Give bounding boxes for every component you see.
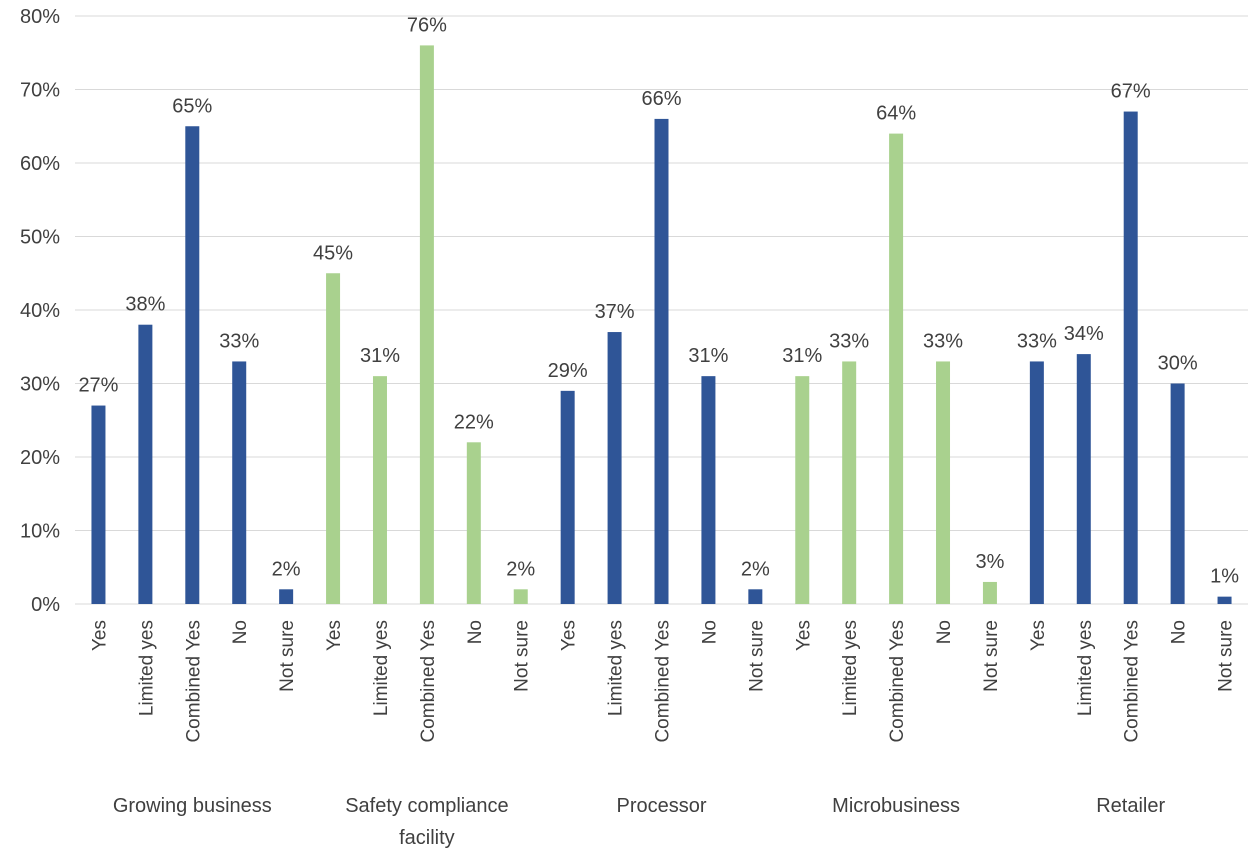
x-category-label: Yes <box>1028 620 1049 651</box>
bar <box>889 133 904 604</box>
y-tick-label: 80% <box>20 6 60 28</box>
x-group-label: Growing business <box>113 795 272 817</box>
bar <box>748 589 763 604</box>
data-label: 22% <box>454 411 494 433</box>
x-group-label: Retailer <box>1096 795 1165 817</box>
data-label: 33% <box>219 330 259 352</box>
x-category-label: Limited yes <box>136 620 157 716</box>
y-tick-label: 70% <box>20 80 60 102</box>
data-label: 65% <box>172 95 212 117</box>
data-label: 30% <box>1158 353 1198 375</box>
data-label: 38% <box>125 294 165 316</box>
bar <box>560 390 575 604</box>
x-category-label: Combined Yes <box>183 620 204 743</box>
bar <box>372 376 387 604</box>
x-category-label: Not sure <box>1216 620 1237 692</box>
bar <box>1170 383 1185 604</box>
data-label: 31% <box>688 345 728 367</box>
x-category-label: Limited yes <box>606 620 627 716</box>
x-category-label: No <box>1169 620 1190 644</box>
bar <box>1217 596 1232 604</box>
x-category-label: No <box>465 620 486 644</box>
data-label: 27% <box>78 375 118 397</box>
bar <box>279 589 294 604</box>
y-tick-label: 30% <box>20 374 60 396</box>
data-label: 45% <box>313 242 353 264</box>
bar <box>982 581 997 604</box>
x-group-label: Processor <box>616 795 706 817</box>
bar <box>1123 111 1138 605</box>
data-label: 1% <box>1210 566 1239 588</box>
bar <box>138 324 153 604</box>
data-label: 3% <box>975 551 1004 573</box>
bar <box>842 361 857 604</box>
bar <box>326 273 341 604</box>
x-category-label: No <box>230 620 251 644</box>
bar <box>419 45 434 604</box>
y-tick-label: 50% <box>20 227 60 249</box>
data-label: 33% <box>829 330 869 352</box>
bar <box>607 332 622 604</box>
y-tick-label: 40% <box>20 300 60 322</box>
data-label: 76% <box>407 14 447 36</box>
x-category-label: Limited yes <box>840 620 861 716</box>
y-tick-label: 10% <box>20 521 60 543</box>
x-category-label: Yes <box>793 620 814 651</box>
x-category-label: Limited yes <box>1075 620 1096 716</box>
bar <box>91 405 106 604</box>
data-label: 31% <box>782 345 822 367</box>
bar <box>185 126 200 604</box>
data-label: 2% <box>741 558 770 580</box>
x-category-label: Yes <box>324 620 345 651</box>
x-category-label: Not sure <box>746 620 767 692</box>
x-category-label: Yes <box>559 620 580 651</box>
x-category-label: Combined Yes <box>418 620 439 743</box>
bar <box>232 361 247 604</box>
x-category-label: Yes <box>89 620 110 651</box>
data-label: 66% <box>641 88 681 110</box>
bar <box>654 118 669 605</box>
x-category-label: No <box>934 620 955 644</box>
data-label: 2% <box>506 558 535 580</box>
data-label: 64% <box>876 103 916 125</box>
x-group-label: Microbusiness <box>832 795 960 817</box>
data-label: 33% <box>923 330 963 352</box>
x-category-label: Limited yes <box>371 620 392 716</box>
y-axis: 0% 10% 20% 30% 40% 50% 60% 70% 80% <box>20 6 60 616</box>
data-label: 37% <box>595 301 635 323</box>
bars <box>91 45 1232 605</box>
x-group-label: Safety compliance facility <box>345 795 508 849</box>
bar <box>1029 361 1044 604</box>
data-label: 33% <box>1017 330 1057 352</box>
x-category-label: Combined Yes <box>1122 620 1143 743</box>
y-tick-label: 20% <box>20 447 60 469</box>
y-tick-label: 60% <box>20 153 60 175</box>
x-category-label: No <box>699 620 720 644</box>
x-category-label: Combined Yes <box>653 620 674 743</box>
y-tick-label: 0% <box>31 594 60 616</box>
bar <box>513 589 528 604</box>
data-label: 34% <box>1064 323 1104 345</box>
bar <box>466 442 481 604</box>
bar <box>701 376 716 604</box>
x-category-label: Not sure <box>981 620 1002 692</box>
x-category-label: Combined Yes <box>887 620 908 743</box>
bar <box>936 361 951 604</box>
data-label: 2% <box>272 558 301 580</box>
x-category-label: Not sure <box>277 620 298 692</box>
x-category-label: Not sure <box>512 620 533 692</box>
data-label: 29% <box>548 360 588 382</box>
bar <box>1076 354 1091 604</box>
x-axis-group-labels: Growing business Safety compliance facilit… <box>113 795 1166 849</box>
bar <box>795 376 810 604</box>
data-labels: 27% 38% 65% 33% 2% 45% 31% 76% 22% 2% 29% 37% 66% 31%… <box>78 14 1239 587</box>
data-label: 67% <box>1111 81 1151 103</box>
x-axis-category-labels: Yes Limited yes Combined Yes No Not sure Yes L… <box>89 620 1236 743</box>
data-label: 31% <box>360 345 400 367</box>
